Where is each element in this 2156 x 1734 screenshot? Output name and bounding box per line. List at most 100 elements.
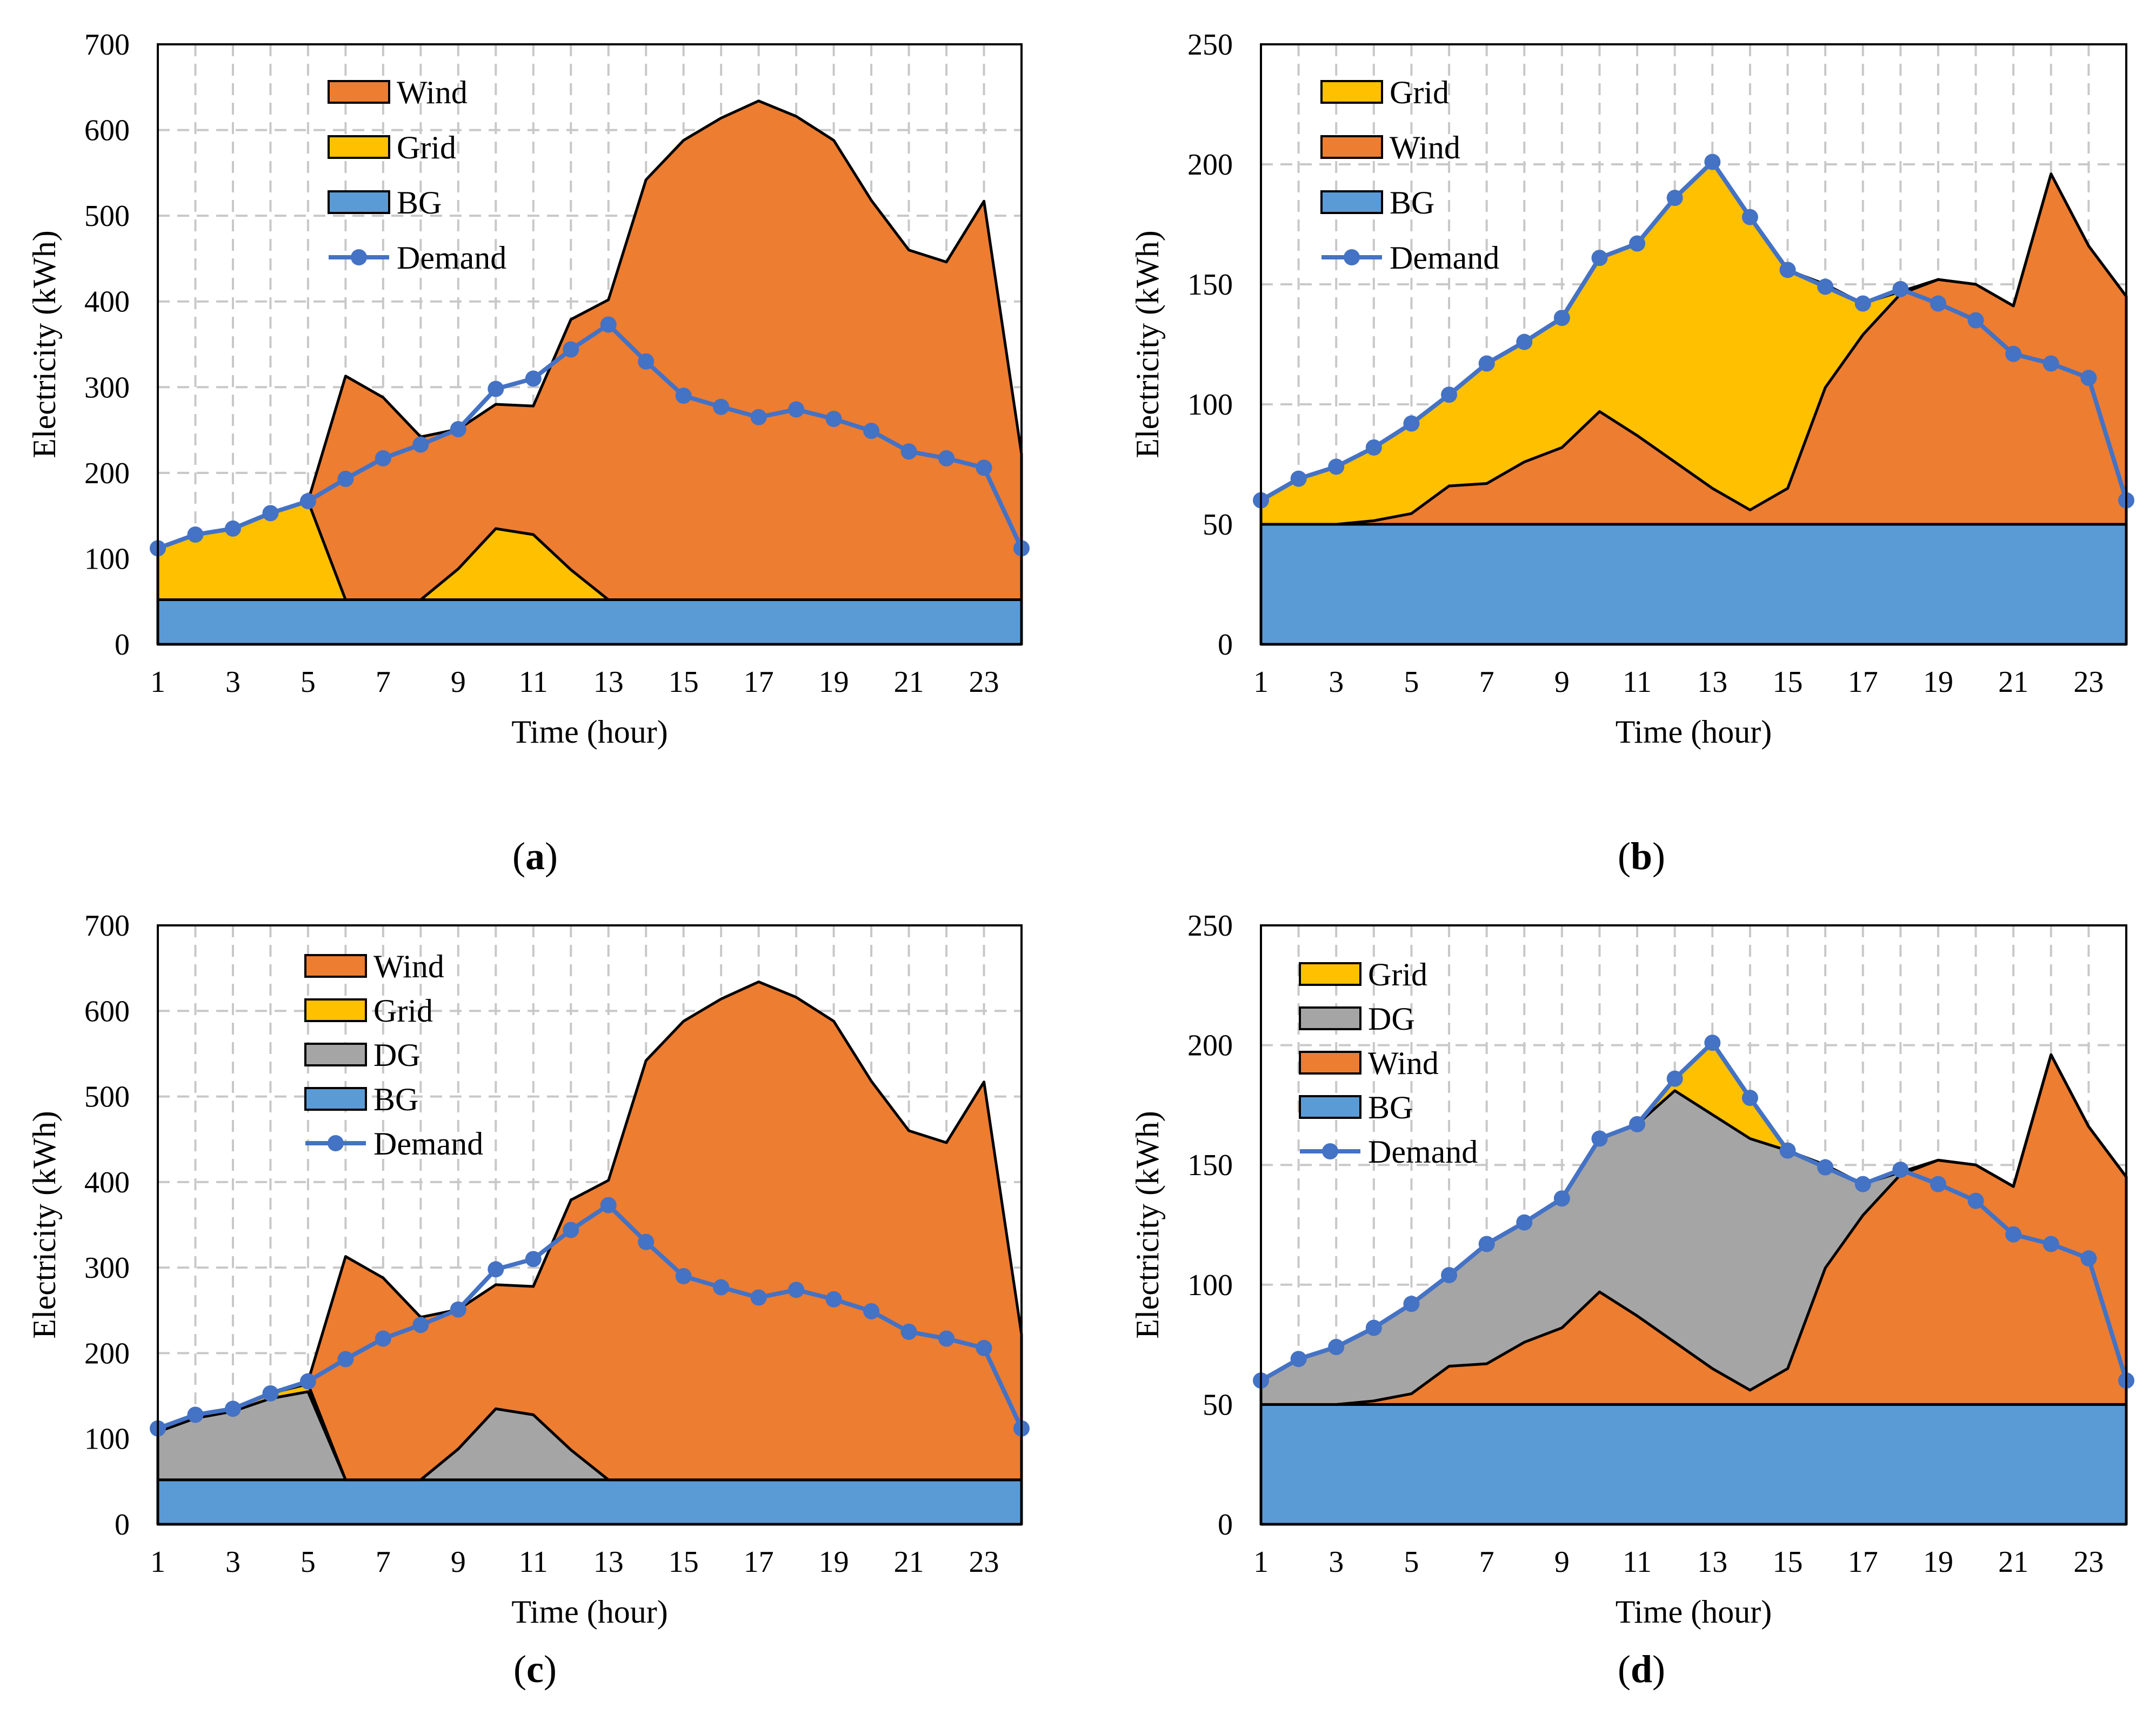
demand-point	[1930, 1176, 1946, 1192]
y-tick-label: 50	[1203, 508, 1233, 542]
x-tick-label: 19	[819, 1545, 849, 1579]
x-axis-label: Time (hour)	[511, 1594, 668, 1630]
demand-point	[299, 493, 316, 510]
x-tick-label: 13	[593, 665, 624, 699]
demand-point	[1290, 470, 1307, 487]
y-tick-label: 500	[84, 199, 130, 233]
x-tick-label: 11	[1623, 665, 1652, 699]
x-tick-label: 19	[1923, 665, 1953, 699]
demand-point	[750, 1289, 767, 1306]
x-tick-label: 15	[1773, 665, 1803, 699]
y-axis-label: Electricity (kWh)	[1130, 1111, 1165, 1338]
y-tick-label: 500	[84, 1081, 130, 1114]
x-tick-label: 21	[1998, 665, 2028, 699]
demand-point	[675, 1268, 692, 1284]
x-tick-label: 17	[1848, 665, 1878, 699]
legend-label-grid: Grid	[1390, 75, 1449, 110]
demand-point	[1854, 1176, 1871, 1192]
demand-point	[525, 1251, 542, 1268]
x-tick-label: 1	[1253, 665, 1269, 699]
demand-point	[1930, 295, 1946, 312]
legend: Wind Grid DG BG Demand	[304, 949, 483, 1162]
legend-marker-demand	[1344, 249, 1360, 265]
demand-point	[1591, 250, 1608, 266]
legend-swatch-wind	[1299, 1051, 1361, 1075]
demand-point	[1478, 355, 1495, 372]
demand-point	[1666, 1070, 1683, 1087]
legend-swatch-wind	[1320, 135, 1383, 159]
legend-label-wind: Wind	[397, 75, 468, 110]
demand-point	[337, 470, 354, 487]
demand-point	[1741, 1090, 1758, 1106]
x-tick-label: 9	[1554, 1545, 1570, 1579]
panel-label: (c)	[513, 1648, 557, 1691]
legend-label-wind: Wind	[373, 949, 444, 984]
x-tick-label: 3	[1329, 1545, 1344, 1579]
legend-label-demand: Demand	[397, 240, 506, 276]
demand-point	[1365, 1319, 1382, 1336]
y-tick-label: 700	[84, 28, 130, 62]
y-tick-label: 100	[84, 1423, 130, 1456]
legend-swatch-bg	[304, 1087, 367, 1111]
demand-point	[713, 398, 730, 415]
demand-point	[600, 316, 617, 333]
legend-label-demand: Demand	[1390, 240, 1499, 276]
demand-point	[262, 505, 279, 522]
legend-swatch-grid	[1299, 962, 1361, 986]
demand-point	[2005, 1226, 2022, 1243]
y-tick-label: 0	[115, 1508, 130, 1542]
x-tick-label: 1	[150, 665, 165, 699]
plot-frame	[157, 43, 1023, 645]
y-tick-label: 150	[1187, 1149, 1233, 1182]
demand-point	[713, 1279, 730, 1296]
legend-marker-demand	[328, 1135, 344, 1151]
x-tick-label: 19	[819, 665, 849, 699]
demand-point	[262, 1385, 279, 1402]
y-tick-label: 100	[84, 542, 130, 576]
legend-label-grid: Grid	[373, 993, 433, 1029]
panel-label: (a)	[512, 835, 558, 878]
x-tick-label: 13	[1697, 665, 1727, 699]
legend-marker-demand	[1322, 1143, 1338, 1159]
demand-point	[938, 450, 955, 466]
demand-point	[1553, 1190, 1570, 1207]
demand-point	[863, 423, 880, 439]
demand-point	[1704, 1035, 1721, 1051]
legend-marker-demand	[351, 249, 367, 265]
x-tick-label: 9	[1554, 665, 1570, 699]
x-axis-label: Time (hour)	[511, 714, 668, 750]
demand-point	[1441, 386, 1458, 403]
demand-point	[563, 341, 579, 358]
demand-point	[788, 401, 805, 418]
demand-point	[1817, 1159, 1834, 1176]
x-tick-label: 11	[519, 1545, 548, 1579]
legend-label-bg: BG	[397, 185, 442, 221]
x-tick-label: 13	[593, 1545, 624, 1579]
demand-point	[1516, 334, 1533, 350]
demand-point	[1704, 154, 1721, 170]
y-tick-label: 200	[84, 457, 130, 490]
panel-label: (d)	[1618, 1648, 1665, 1691]
demand-point	[1741, 209, 1758, 225]
x-tick-label: 5	[1404, 1545, 1419, 1579]
x-tick-label: 7	[1479, 1545, 1494, 1579]
legend-swatch-bg	[1299, 1095, 1361, 1119]
area-bg	[156, 598, 1023, 646]
x-tick-label: 17	[1848, 1545, 1878, 1579]
legend-swatch-bg	[328, 190, 390, 214]
demand-point	[1629, 1116, 1646, 1132]
x-tick-label: 11	[1623, 1545, 1652, 1579]
x-tick-label: 7	[376, 665, 391, 699]
legend-swatch-bg	[1320, 190, 1383, 214]
demand-point	[488, 381, 504, 397]
x-tick-label: 15	[669, 1545, 699, 1579]
demand-point	[750, 409, 767, 425]
legend-label-bg: BG	[1390, 185, 1434, 221]
legend: Wind Grid BG Demand	[328, 75, 506, 276]
demand-point	[1516, 1214, 1533, 1231]
demand-point	[1629, 235, 1646, 252]
x-tick-label: 21	[894, 665, 924, 699]
x-tick-label: 17	[744, 1545, 774, 1579]
demand-point	[675, 388, 692, 404]
